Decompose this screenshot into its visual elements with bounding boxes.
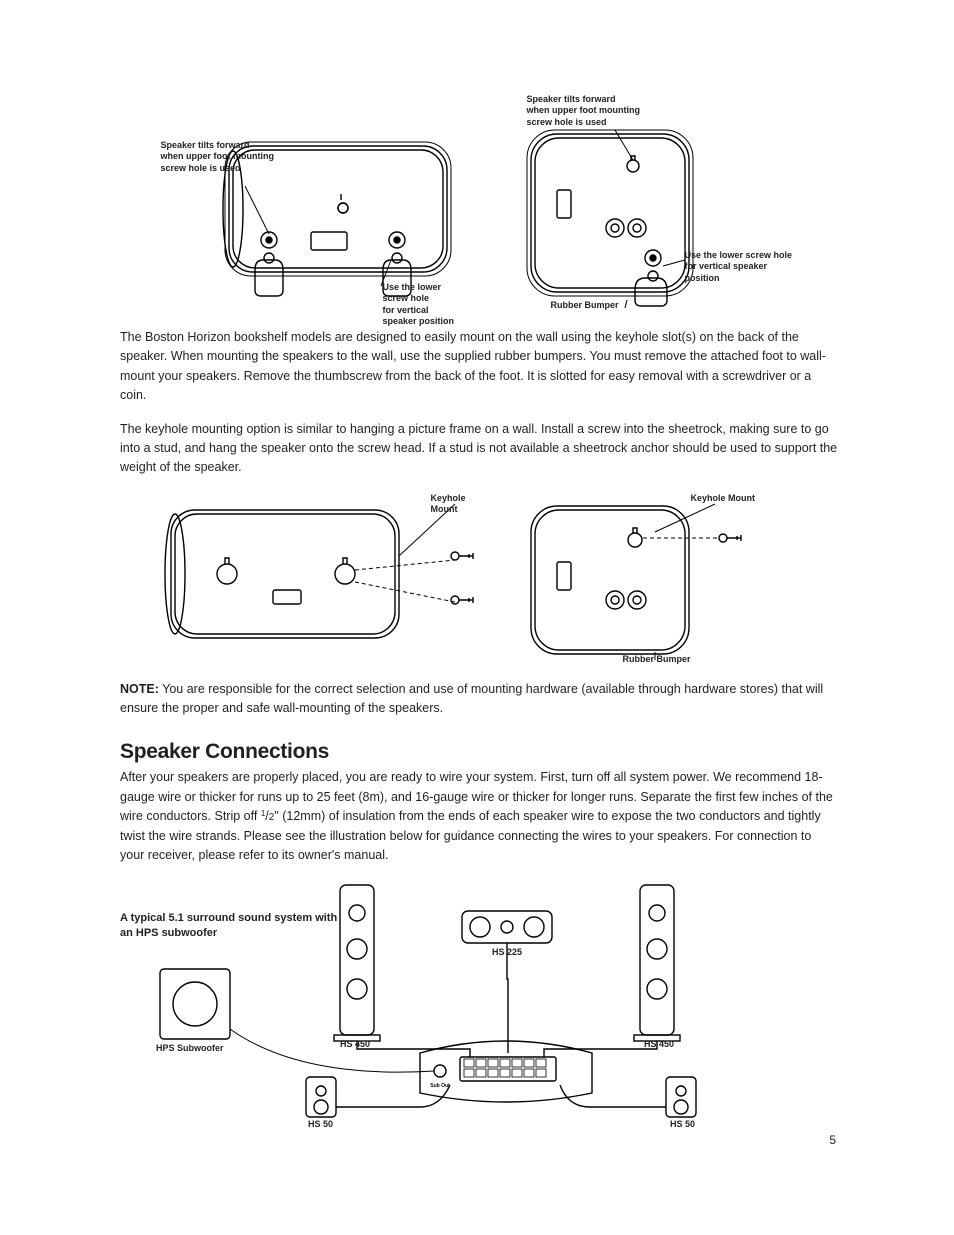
label-fr: HS 450 xyxy=(644,1039,674,1049)
figure-2-left: Keyhole Mount xyxy=(155,492,475,662)
label-sl: HS 50 xyxy=(308,1119,333,1129)
body-paragraph-2: The keyhole mounting option is similar t… xyxy=(120,420,839,478)
label-fl: HS 450 xyxy=(340,1039,370,1049)
figure-1-right: Speaker tilts forward when upper foot mo… xyxy=(485,90,805,310)
note-paragraph: NOTE: You are responsible for the correc… xyxy=(120,680,839,719)
label-center: HS 225 xyxy=(492,947,522,957)
figure-1-left: Speaker tilts forward when upper foot mo… xyxy=(155,90,455,310)
figure-1-row: Speaker tilts forward when upper foot mo… xyxy=(120,90,839,310)
body-paragraph-1: The Boston Horizon bookshelf models are … xyxy=(120,328,839,406)
fig1-left-bottom-callout: Use the lower screw hole for vertical sp… xyxy=(383,282,455,327)
fig1-right-top-callout: Speaker tilts forward when upper foot mo… xyxy=(527,94,640,128)
fig2-left-callout: Keyhole Mount xyxy=(431,493,475,516)
figure-2-right: Keyhole Mount Rubber Bumper xyxy=(505,492,805,662)
system-title: A typical 5.1 surround sound system with… xyxy=(120,911,340,940)
recv-sub-label: Sub Out xyxy=(430,1083,450,1089)
note-text: You are responsible for the correct sele… xyxy=(120,682,823,715)
section-title-speaker-connections: Speaker Connections xyxy=(120,740,839,764)
fig2-right-top-callout: Keyhole Mount xyxy=(691,493,756,504)
fig1-right-bumper-callout: Rubber Bumper xyxy=(551,300,619,311)
label-sr: HS 50 xyxy=(670,1119,695,1129)
fig1-right-right-callout: Use the lower screw hole for vertical sp… xyxy=(685,250,805,284)
figure-2-row: Keyhole Mount xyxy=(120,492,839,662)
label-sub: HPS Subwoofer xyxy=(156,1043,224,1053)
fig2-right-bottom-callout: Rubber Bumper xyxy=(623,654,691,665)
fig1-left-svg xyxy=(155,90,455,310)
fig2-right-svg xyxy=(505,492,805,662)
page-number: 5 xyxy=(829,1133,836,1147)
note-label: NOTE: xyxy=(120,682,159,696)
system-diagram: A typical 5.1 surround sound system with… xyxy=(120,879,840,1139)
body-paragraph-3: After your speakers are properly placed,… xyxy=(120,768,839,865)
fig1-left-top-callout: Speaker tilts forward when upper foot mo… xyxy=(161,140,274,174)
fig2-left-svg xyxy=(155,492,475,662)
